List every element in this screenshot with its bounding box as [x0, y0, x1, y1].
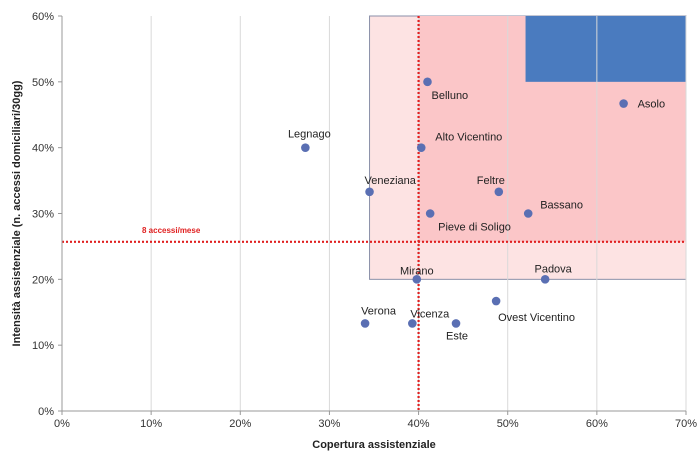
- highlight-region: [525, 16, 686, 82]
- point-label: Legnago: [288, 129, 331, 141]
- reference-line-label: 8 accessi/mese: [142, 226, 201, 235]
- x-tick-label: 30%: [318, 418, 340, 430]
- data-point: [365, 187, 374, 197]
- y-tick-label: 60%: [32, 11, 54, 23]
- point-label: Este: [446, 330, 468, 342]
- x-tick-label: 0%: [54, 418, 70, 430]
- point-label: Bassano: [540, 200, 583, 212]
- point-label: Veneziana: [365, 175, 417, 187]
- y-tick-label: 50%: [32, 77, 54, 89]
- y-tick-label: 30%: [32, 209, 54, 221]
- point-label: Mirano: [400, 265, 434, 277]
- data-point: [619, 99, 628, 108]
- point-label: Padova: [534, 263, 572, 275]
- point-label: Alto Vicentino: [435, 132, 502, 144]
- y-axis-title: Intensità assistenziale (n. accessi domi…: [11, 80, 23, 346]
- x-tick-label: 50%: [497, 418, 519, 430]
- data-point: [451, 319, 461, 328]
- point-label: Verona: [361, 305, 397, 317]
- data-point: [423, 77, 432, 87]
- y-tick-label: 10%: [32, 340, 54, 352]
- data-point: [408, 319, 417, 328]
- data-point: [360, 319, 370, 328]
- data-point: [540, 275, 550, 284]
- point-label: Vicenza: [410, 308, 450, 320]
- data-point: [494, 187, 504, 197]
- x-tick-label: 20%: [229, 418, 251, 430]
- y-tick-label: 0%: [38, 406, 54, 418]
- point-labels: Belluno Asolo Legnago Alto Vicentino Venezia…: [288, 90, 665, 343]
- data-point: [523, 209, 533, 218]
- data-point: [301, 143, 310, 152]
- data-point: [412, 275, 422, 284]
- x-axis-title: Copertura assistenziale: [312, 439, 436, 451]
- point-label: Asolo: [638, 99, 666, 111]
- data-point: [491, 296, 501, 306]
- data-points: [301, 77, 628, 328]
- axes: 0% 10% 20% 30% 40% 50% 60% 70% 0% 10% 20% 30% 40% 50%…: [32, 11, 697, 430]
- data-point: [416, 143, 426, 152]
- point-label: Ovest Vicentino: [498, 312, 575, 324]
- data-point: [425, 209, 435, 218]
- x-tick-label: 70%: [675, 418, 697, 430]
- y-tick-label: 20%: [32, 274, 54, 286]
- point-label: Feltre: [477, 175, 505, 187]
- x-tick-label: 60%: [586, 418, 608, 430]
- x-tick-label: 40%: [408, 418, 430, 430]
- x-tick-label: 10%: [140, 418, 162, 430]
- reference-lines: 8 accessi/mese: [62, 16, 686, 411]
- highlight-regions: [369, 15, 687, 280]
- point-label: Belluno: [431, 90, 468, 102]
- point-label: Pieve di Soligo: [438, 222, 511, 234]
- y-tick-label: 40%: [32, 143, 54, 155]
